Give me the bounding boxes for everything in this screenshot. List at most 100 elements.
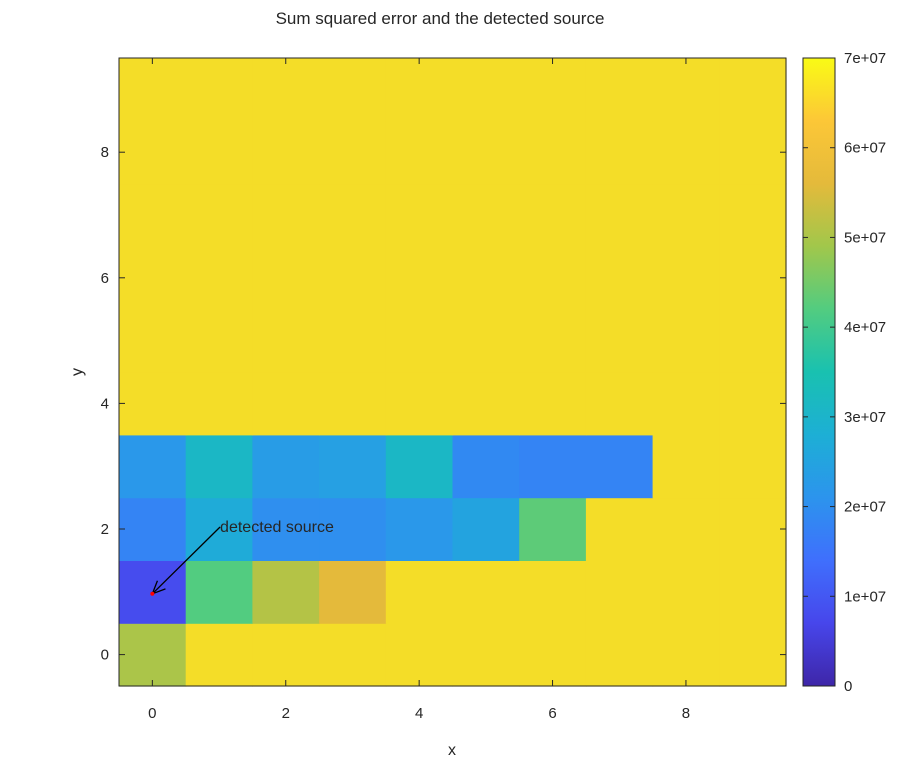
heatmap-cell <box>252 58 320 122</box>
heatmap-cell <box>585 246 654 310</box>
heatmap-cell <box>252 560 320 624</box>
heatmap-cell <box>385 58 454 122</box>
heatmap-cell <box>519 120 587 185</box>
heatmap-cell <box>119 120 187 185</box>
heatmap-cell <box>252 309 320 373</box>
heatmap-cell <box>719 372 787 436</box>
heatmap-cell <box>319 434 387 499</box>
annotation-label: detected source <box>220 519 334 536</box>
heatmap-cell <box>652 497 720 561</box>
axis-ticks: 0 2 4 6 8 0 2 4 6 8 <box>101 58 786 722</box>
colorbar-tick-label: 4e+07 <box>844 319 886 336</box>
heatmap-cell <box>319 560 387 624</box>
heatmap-cell <box>119 246 187 310</box>
heatmap-cell <box>385 309 454 373</box>
x-tick-label: 4 <box>415 705 423 722</box>
heatmap-cell <box>385 623 454 687</box>
heatmap-cell <box>519 183 587 247</box>
heatmap-cell <box>119 623 187 687</box>
heatmap-cell <box>585 497 654 561</box>
heatmap-cell <box>719 246 787 310</box>
source-annotation: detected source <box>150 519 334 596</box>
heatmap-cell <box>719 560 787 624</box>
heatmap-cell <box>452 309 520 373</box>
x-axis-label: x <box>448 742 456 759</box>
heatmap-cell <box>385 246 454 310</box>
heatmap-cell <box>585 372 654 436</box>
heatmap-cell <box>519 372 587 436</box>
heatmap-cell <box>452 560 520 624</box>
y-tick-label: 2 <box>101 521 109 538</box>
heatmap-cell <box>252 246 320 310</box>
colorbar-gradient <box>802 57 836 687</box>
heatmap-cell <box>319 183 387 247</box>
plot-frame <box>118 57 787 687</box>
heatmap-cells <box>119 58 787 687</box>
heatmap-cell <box>252 497 320 561</box>
heatmap-cell <box>452 183 520 247</box>
colorbar-ticks: 0 1e+07 2e+07 3e+07 4e+07 5e+07 6e+07 7e+07 <box>803 50 886 695</box>
heatmap-cell <box>519 497 587 561</box>
heatmap-cell <box>585 58 654 122</box>
heatmap-cell <box>319 497 387 561</box>
heatmap-cell <box>652 372 720 436</box>
heatmap-cell <box>585 434 654 499</box>
heatmap-cell <box>652 120 720 185</box>
x-tick-label: 2 <box>282 705 290 722</box>
y-tick-label: 0 <box>101 647 109 664</box>
heatmap-cell <box>252 372 320 436</box>
colorbar-tick-label: 2e+07 <box>844 499 886 516</box>
heatmap-cell <box>252 434 320 499</box>
heatmap-cell <box>185 309 253 373</box>
heatmap-cell <box>119 434 187 499</box>
chart-title: Sum squared error and the detected sourc… <box>276 9 605 28</box>
y-tick-label: 8 <box>101 144 109 161</box>
heatmap-cell <box>385 183 454 247</box>
heatmap-cell <box>119 372 187 436</box>
heatmap-cell <box>252 120 320 185</box>
y-axis-label: y <box>69 368 86 376</box>
heatmap-cell <box>385 560 454 624</box>
heatmap-cell <box>452 246 520 310</box>
colorbar-tick-label: 6e+07 <box>844 140 886 157</box>
heatmap-cell <box>185 434 253 499</box>
heatmap-cell <box>585 309 654 373</box>
heatmap-cell <box>585 623 654 687</box>
heatmap-cell <box>719 58 787 122</box>
heatmap-cell <box>252 623 320 687</box>
heatmap-cell <box>452 497 520 561</box>
heatmap-cell <box>319 623 387 687</box>
heatmap-cell <box>652 58 720 122</box>
heatmap-cell <box>185 560 253 624</box>
heatmap-cell <box>119 58 187 122</box>
heatmap-cell <box>519 623 587 687</box>
heatmap-cell <box>452 120 520 185</box>
heatmap-cell <box>585 120 654 185</box>
heatmap-cell <box>119 309 187 373</box>
heatmap-cell <box>119 497 187 561</box>
heatmap-cell <box>719 120 787 185</box>
heatmap-cell <box>719 309 787 373</box>
heatmap-cell <box>385 434 454 499</box>
heatmap-cell <box>519 309 587 373</box>
heatmap-cell <box>652 309 720 373</box>
colorbar-tick-label: 3e+07 <box>844 409 886 426</box>
heatmap-cell <box>519 560 587 624</box>
heatmap-cell <box>185 120 253 185</box>
x-tick-label: 0 <box>148 705 156 722</box>
heatmap-cell <box>719 434 787 499</box>
heatmap-cell <box>185 623 253 687</box>
heatmap-cell <box>519 434 587 499</box>
heatmap-cell <box>519 246 587 310</box>
heatmap-cell <box>652 560 720 624</box>
heatmap-cell <box>385 372 454 436</box>
colorbar-tick-label: 7e+07 <box>844 50 886 67</box>
heatmap-cell <box>652 623 720 687</box>
heatmap-cell <box>652 183 720 247</box>
heatmap-cell <box>385 120 454 185</box>
heatmap-cell <box>319 120 387 185</box>
x-tick-label: 6 <box>548 705 556 722</box>
heatmap-cell <box>585 183 654 247</box>
heatmap-cell <box>452 623 520 687</box>
